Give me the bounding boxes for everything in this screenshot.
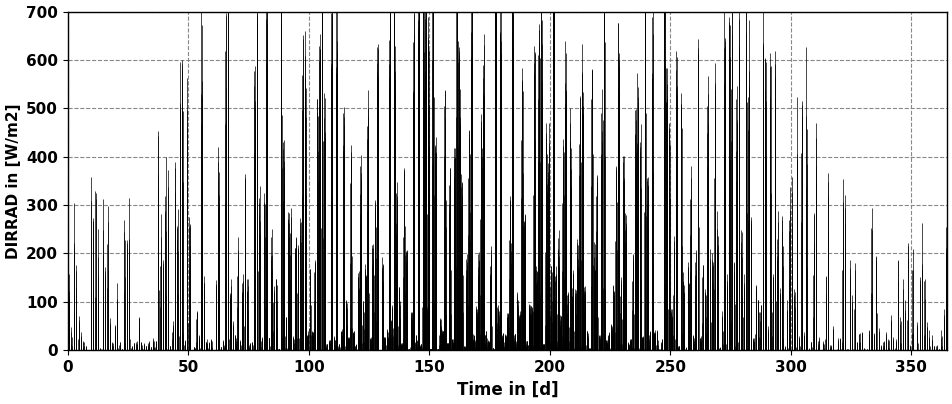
X-axis label: Time in [d]: Time in [d] [456,381,558,398]
Y-axis label: DIRRAD in [W/m2]: DIRRAD in [W/m2] [6,103,21,259]
